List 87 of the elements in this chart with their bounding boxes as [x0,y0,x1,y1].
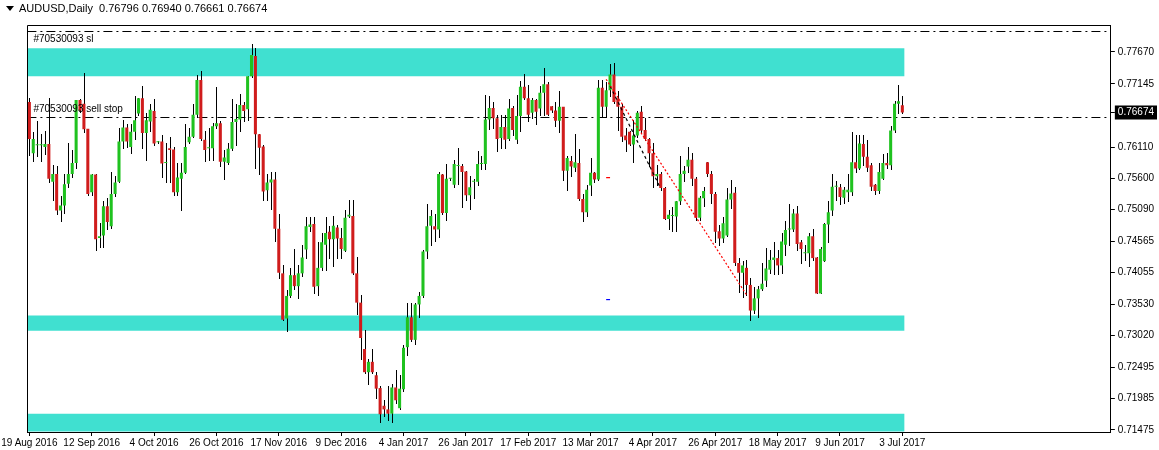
candlestick [90,174,94,196]
x-tick-label: 18 May 2017 [748,436,807,448]
candlestick [772,242,776,275]
y-tick-label: 0.73530 [1117,298,1155,310]
ref-line-label: #70530093 sl [33,32,94,44]
candlestick [838,184,842,205]
y-tick-label: 0.76674 [1117,106,1155,118]
chart-title: AUDUSD,Daily 0.76796 0.76940 0.76661 0.76674 [19,2,268,14]
candlestick [666,210,671,230]
candlestick [861,135,865,166]
candlestick [370,349,374,374]
candlestick [31,132,35,162]
candlestick [249,44,254,78]
candlestick [764,248,768,287]
x-tick-label: 19 Aug 2016 [1,436,58,448]
candlestick [207,128,211,161]
candlestick [160,135,164,178]
y-tick-label: 0.74565 [1117,235,1155,247]
candlestick [791,209,795,232]
y-tick-label: 0.71985 [1117,392,1155,404]
candlestick [304,217,308,259]
y-tick-label: 0.75090 [1117,203,1155,215]
candlestick [35,121,39,157]
candlestick [211,123,215,161]
candlestick [780,233,784,274]
candlestick [569,156,573,177]
candlestick [468,176,472,210]
candlestick [830,174,834,216]
y-tick-label: 0.75600 [1117,171,1155,183]
candlestick [70,150,74,178]
candlestick [296,265,300,299]
candlestick [300,245,304,277]
candlestick [674,201,678,232]
x-tick-label: 26 Oct 2016 [189,436,245,448]
x-tick-label: 4 Oct 2016 [129,436,179,448]
x-tick-label: 9 Dec 2016 [315,436,368,448]
x-tick-label: 17 Nov 2016 [250,436,308,448]
y-tick-label: 0.77145 [1117,77,1155,89]
candlestick [226,143,230,165]
candlestick [744,260,748,296]
candlestick [522,74,526,100]
candlestick [339,228,343,259]
y-tick-label: 0.77670 [1117,45,1155,57]
candlestick [456,148,460,185]
candlestick [66,143,70,188]
candlestick [164,143,168,183]
candlestick [409,303,413,342]
candlestick [433,214,437,242]
x-tick-label: 9 Jun 2017 [815,436,866,448]
candlestick [105,198,109,230]
y-tick-label: 0.72495 [1117,361,1155,373]
candlestick [292,249,296,290]
x-tick-label: 13 Mar 2017 [562,436,620,448]
candlestick [265,174,269,201]
candlestick [394,370,398,404]
x-tick-label: 4 Apr 2017 [628,436,678,448]
candlestick [756,286,760,318]
x-tick-label: 12 Sep 2016 [63,436,121,448]
y-tick-label: 0.73020 [1117,329,1155,341]
candlestick [752,287,756,314]
x-tick-label: 4 Jan 2017 [378,436,429,448]
candlestick [156,141,160,144]
candlestick [175,163,179,196]
candlestick [331,216,335,267]
candlestick [834,181,838,201]
candlestick [807,233,811,267]
x-tick-label: 17 Feb 2017 [500,436,557,448]
x-tick-label: 26 Apr 2017 [688,436,743,448]
candlestick [565,156,569,191]
candlestick [269,172,273,210]
candlestick [787,204,791,246]
candlestick [125,124,129,148]
x-tick-label: 3 Jul 2017 [879,436,926,448]
candlestick [335,225,339,259]
y-tick-label: 0.76110 [1117,140,1154,152]
candlestick [316,242,320,296]
y-tick-label: 0.74055 [1117,266,1155,278]
candlestick [129,124,133,154]
candlestick [741,261,745,298]
y-tick-label: 0.71475 [1117,423,1155,435]
candlestick [452,160,456,188]
candlestick [222,150,226,180]
candlestick [179,163,183,211]
x-tick-label: 26 Jan 2017 [438,436,494,448]
candlestick [709,171,713,204]
candlestick [39,134,43,162]
candlestick [366,359,370,385]
